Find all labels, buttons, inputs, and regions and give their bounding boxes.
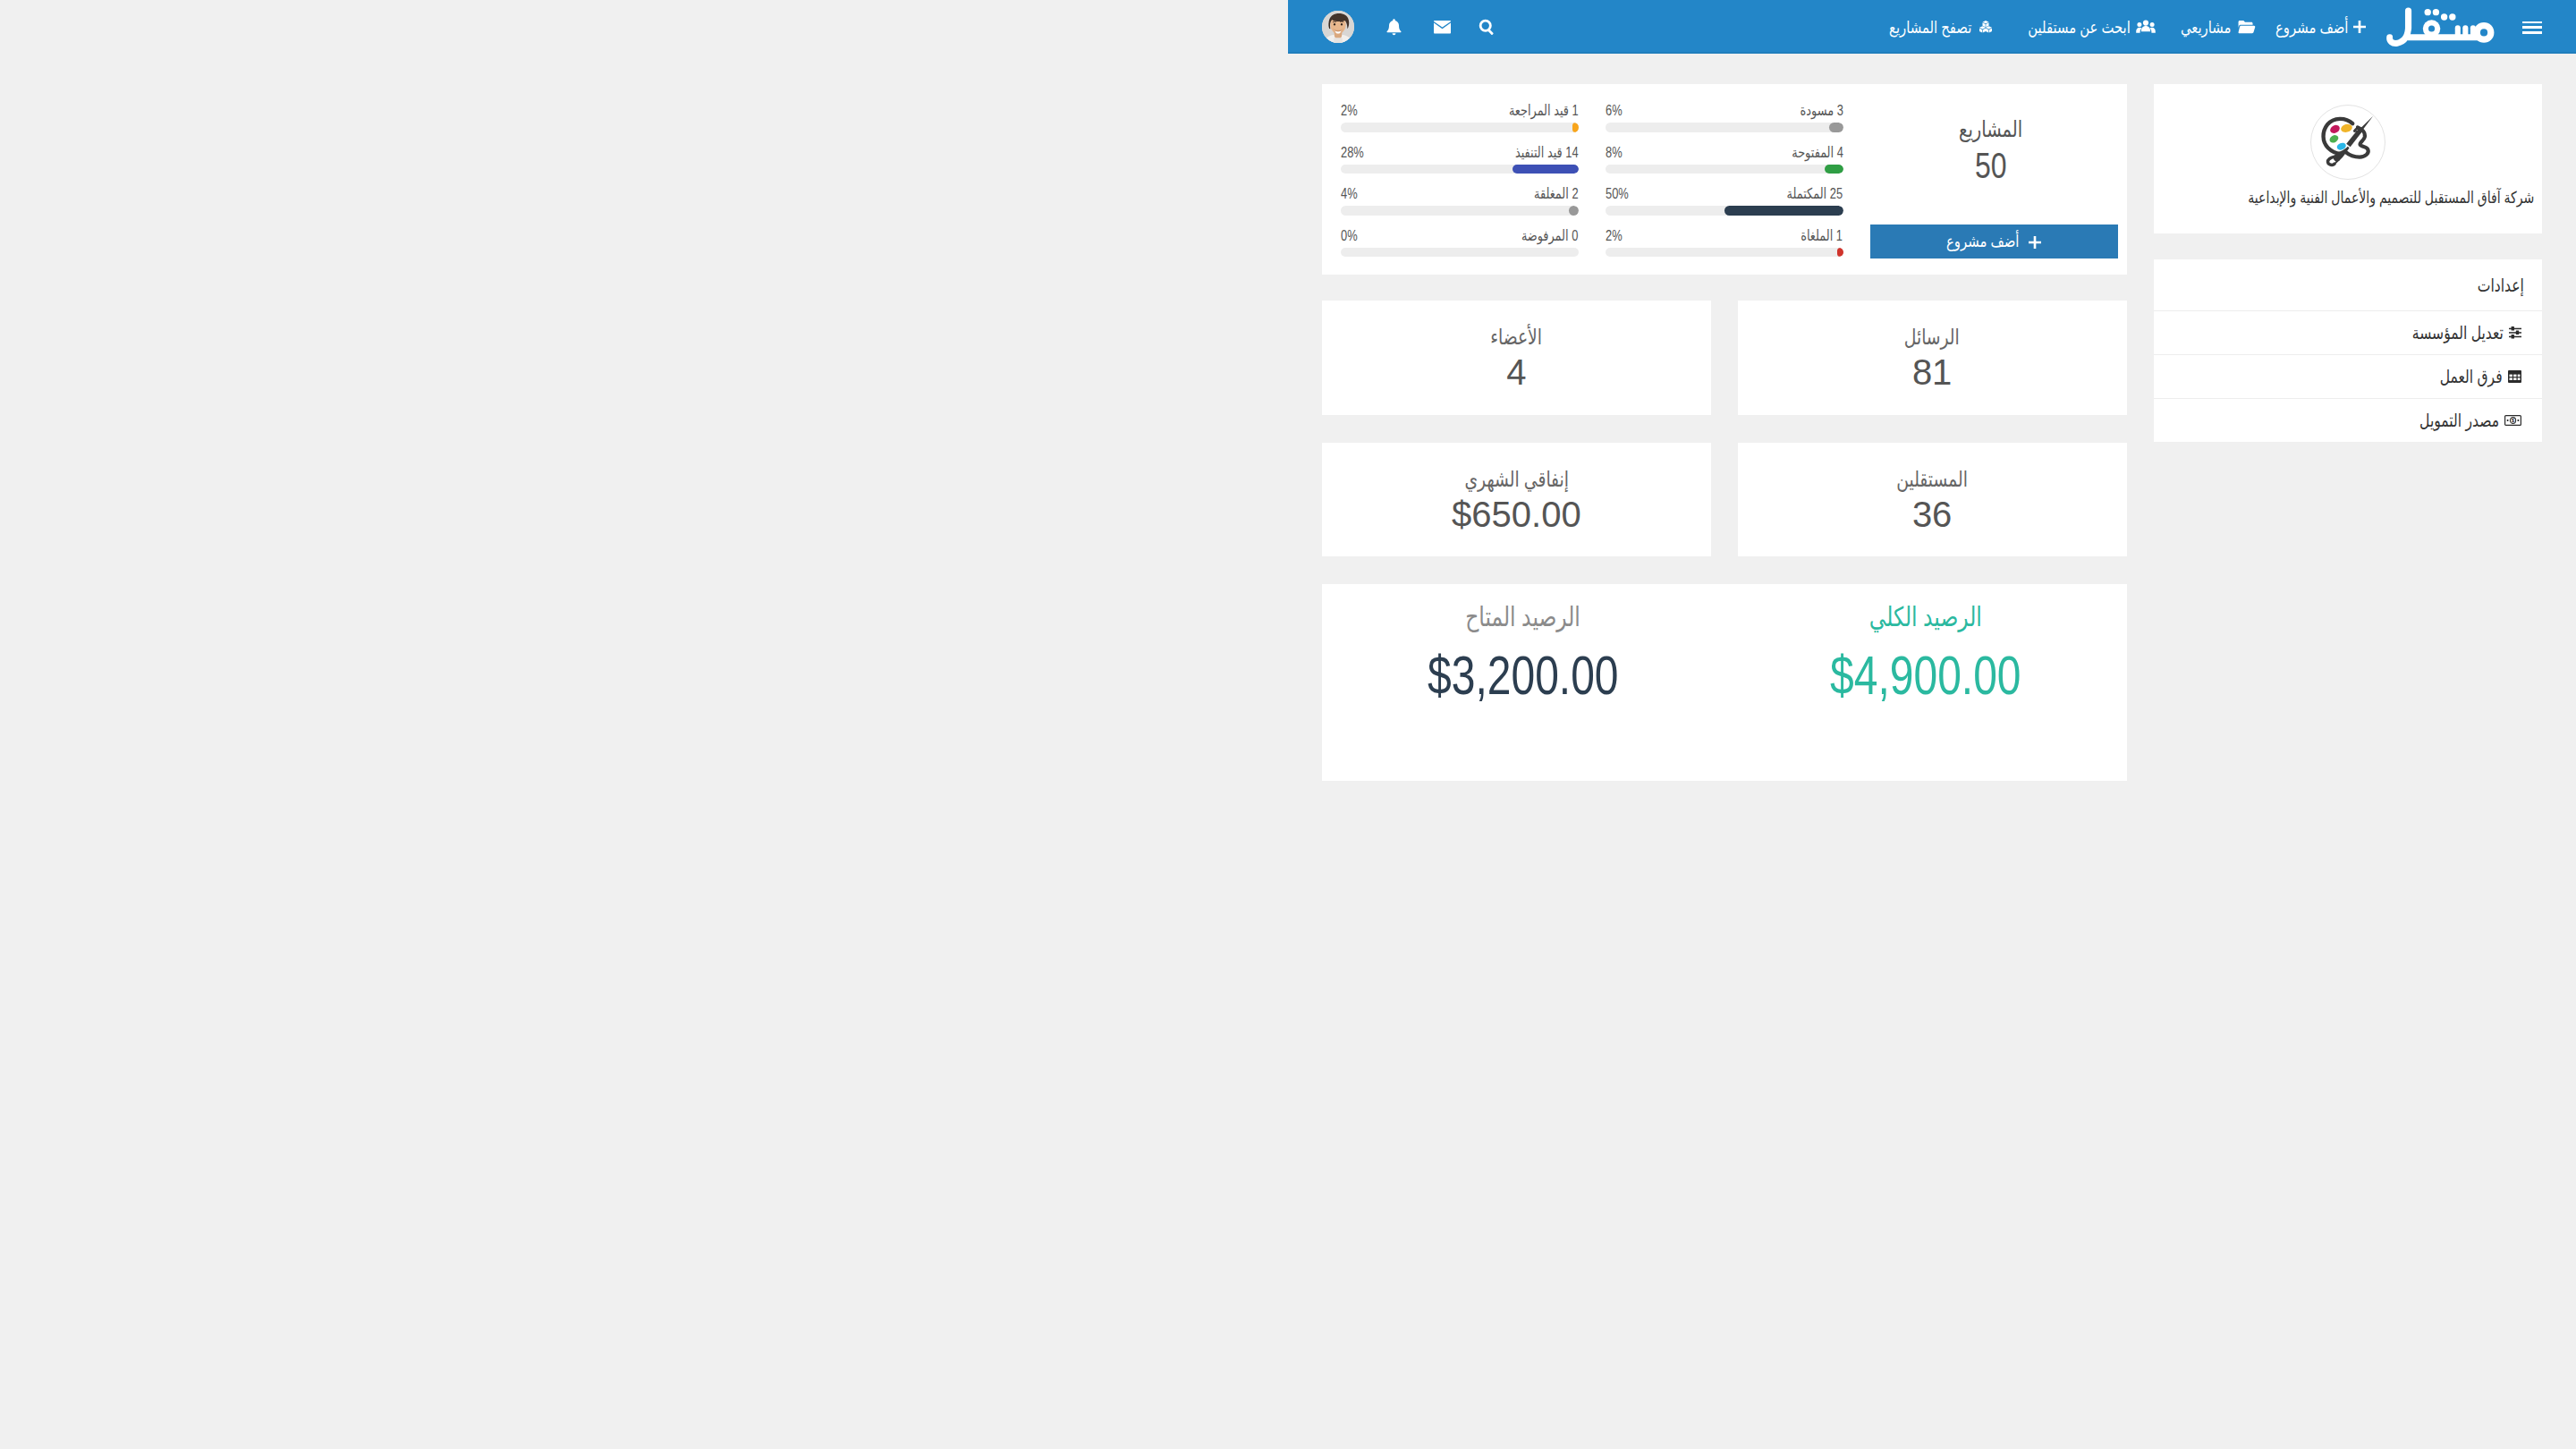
svg-text:$: $ [2512, 418, 2515, 423]
